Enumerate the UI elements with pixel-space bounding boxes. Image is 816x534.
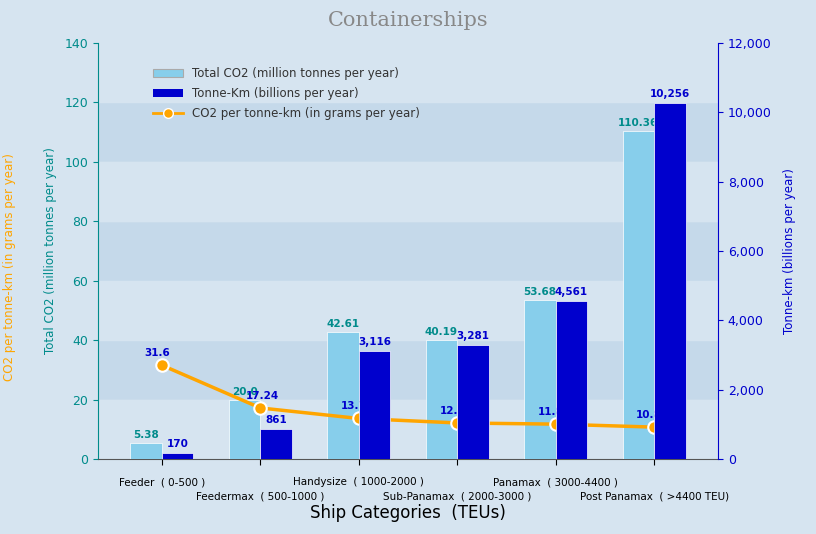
- Bar: [98, 162, 718, 221]
- Bar: [327, 333, 359, 459]
- Y-axis label: Tonne-km (billions per year): Tonne-km (billions per year): [783, 168, 796, 334]
- Text: 3,281: 3,281: [456, 331, 490, 341]
- Bar: [426, 340, 457, 459]
- Bar: [162, 453, 193, 459]
- Bar: [359, 351, 390, 459]
- Bar: [98, 43, 718, 102]
- Text: 17.24: 17.24: [246, 390, 279, 400]
- Bar: [98, 162, 718, 221]
- Text: 3,116: 3,116: [358, 337, 391, 347]
- Text: 13.7: 13.7: [341, 401, 367, 411]
- Text: CO2 per tonne-km (in grams per year): CO2 per tonne-km (in grams per year): [3, 153, 16, 381]
- Bar: [556, 301, 588, 459]
- Text: Feedermax  ( 500-1000 ): Feedermax ( 500-1000 ): [196, 492, 325, 502]
- Text: 861: 861: [265, 415, 287, 425]
- Bar: [457, 345, 489, 459]
- Text: 110.36: 110.36: [619, 118, 659, 128]
- Text: Handysize  ( 1000-2000 ): Handysize ( 1000-2000 ): [293, 477, 424, 487]
- Bar: [654, 103, 685, 459]
- Text: 40.19: 40.19: [425, 327, 458, 337]
- Text: 42.61: 42.61: [326, 319, 360, 329]
- Text: Feeder  ( 0-500 ): Feeder ( 0-500 ): [119, 477, 205, 487]
- Text: 170: 170: [166, 439, 188, 449]
- Text: 31.6: 31.6: [144, 348, 170, 358]
- Bar: [131, 443, 162, 459]
- Bar: [98, 281, 718, 340]
- Text: 4,561: 4,561: [555, 287, 588, 297]
- Text: 12.2: 12.2: [440, 405, 465, 415]
- Text: 20.0: 20.0: [232, 387, 258, 397]
- Legend: Total CO2 (million tonnes per year), Tonne-Km (billions per year), CO2 per tonne: Total CO2 (million tonnes per year), Ton…: [147, 61, 426, 126]
- Y-axis label: Total CO2 (million tonnes per year): Total CO2 (million tonnes per year): [44, 147, 57, 355]
- Text: Post Panamax  ( >4400 TEU): Post Panamax ( >4400 TEU): [579, 492, 729, 502]
- Text: Panamax  ( 3000-4400 ): Panamax ( 3000-4400 ): [493, 477, 618, 487]
- Text: 10,256: 10,256: [650, 89, 690, 99]
- Bar: [98, 400, 718, 459]
- Text: 11.8: 11.8: [538, 407, 564, 417]
- Bar: [98, 43, 718, 102]
- X-axis label: Ship Categories  (TEUs): Ship Categories (TEUs): [310, 505, 506, 522]
- Bar: [228, 400, 260, 459]
- Bar: [623, 131, 654, 459]
- Title: Containerships: Containerships: [328, 11, 488, 30]
- Bar: [260, 429, 292, 459]
- Text: 10.8: 10.8: [636, 410, 662, 420]
- Text: 5.38: 5.38: [133, 430, 159, 440]
- Bar: [98, 400, 718, 459]
- Bar: [98, 281, 718, 340]
- Text: Sub-Panamax  ( 2000-3000 ): Sub-Panamax ( 2000-3000 ): [383, 492, 531, 502]
- Bar: [524, 300, 556, 459]
- Text: 53.68: 53.68: [523, 287, 557, 296]
